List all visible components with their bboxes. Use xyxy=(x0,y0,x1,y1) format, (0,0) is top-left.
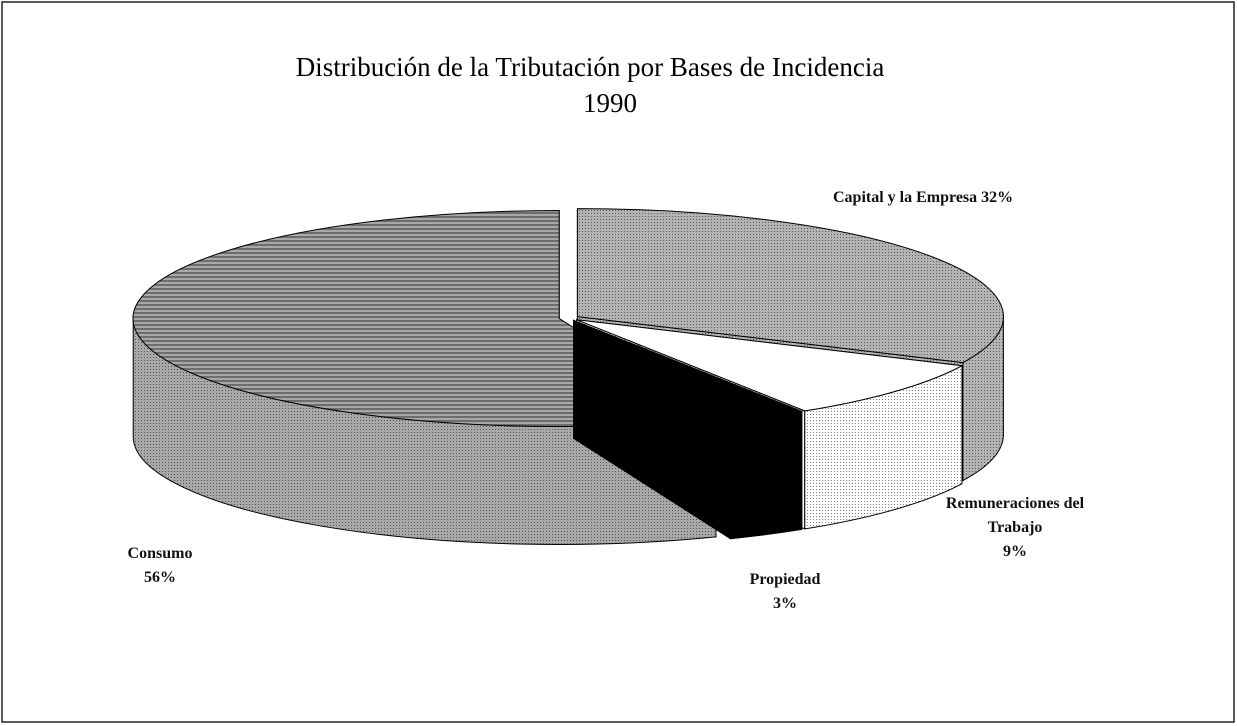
value-label: 9% xyxy=(1003,543,1027,560)
chart-subtitle: 1990 xyxy=(583,88,637,118)
slice xyxy=(573,319,804,540)
outer-wall-shade xyxy=(133,318,716,545)
slice-top xyxy=(573,319,804,422)
category-label: Propiedad xyxy=(749,571,821,588)
value-label: 32% xyxy=(981,189,1014,206)
slice-label: Remuneraciones del Trabajo 9% xyxy=(930,492,1100,564)
slice-top xyxy=(576,319,964,412)
outer-wall-shade xyxy=(962,316,1004,481)
category-label: Consumo xyxy=(127,545,193,562)
category-label: Remuneraciones del Trabajo xyxy=(945,495,1085,536)
chart-title: Distribución de la Tributación por Bases… xyxy=(296,52,885,82)
radial-wall-shade xyxy=(573,320,731,539)
outer-wall-shade xyxy=(730,411,802,539)
category-label: Capital y la Empresa xyxy=(833,189,978,206)
slice-label: Propiedad 3% xyxy=(720,568,850,616)
outer-wall-shade xyxy=(804,365,962,529)
slice-label: Capital y la Empresa 32% xyxy=(833,186,1133,210)
value-label: 3% xyxy=(773,595,797,612)
slice-label: Consumo 56% xyxy=(100,542,220,590)
slice-top-texture xyxy=(133,210,717,427)
slice-top-texture xyxy=(577,208,1004,363)
value-label: 56% xyxy=(144,569,176,586)
